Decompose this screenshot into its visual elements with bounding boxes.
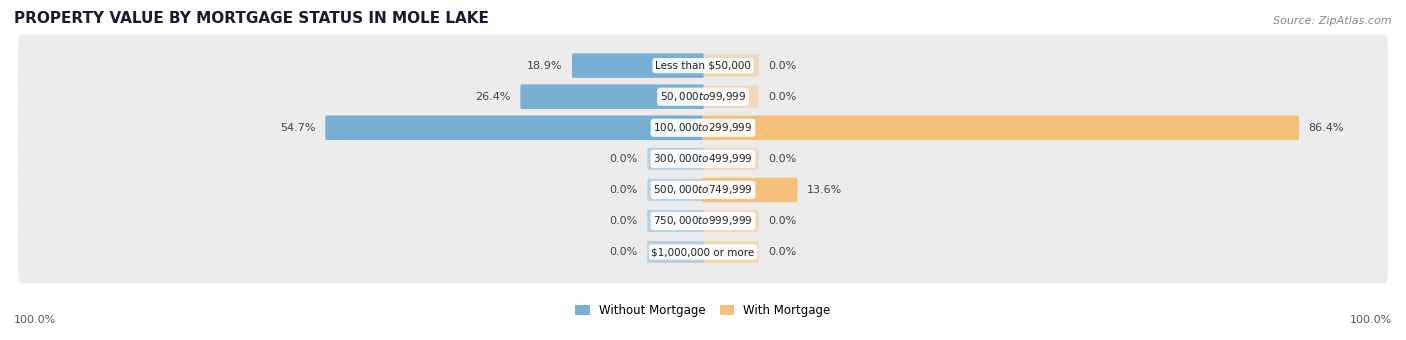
- FancyBboxPatch shape: [18, 97, 1388, 159]
- FancyBboxPatch shape: [18, 221, 1388, 283]
- FancyBboxPatch shape: [703, 86, 759, 108]
- FancyBboxPatch shape: [647, 241, 703, 263]
- Text: 0.0%: 0.0%: [769, 92, 797, 102]
- FancyBboxPatch shape: [703, 148, 759, 170]
- Text: 18.9%: 18.9%: [527, 61, 562, 71]
- Text: 0.0%: 0.0%: [769, 216, 797, 226]
- FancyBboxPatch shape: [703, 241, 759, 263]
- FancyBboxPatch shape: [647, 210, 703, 232]
- Text: $100,000 to $299,999: $100,000 to $299,999: [654, 121, 752, 134]
- Text: $750,000 to $999,999: $750,000 to $999,999: [654, 215, 752, 227]
- FancyBboxPatch shape: [647, 179, 703, 201]
- Text: $500,000 to $749,999: $500,000 to $749,999: [654, 183, 752, 197]
- Text: PROPERTY VALUE BY MORTGAGE STATUS IN MOLE LAKE: PROPERTY VALUE BY MORTGAGE STATUS IN MOL…: [14, 11, 489, 26]
- Text: $300,000 to $499,999: $300,000 to $499,999: [654, 152, 752, 165]
- FancyBboxPatch shape: [18, 128, 1388, 190]
- FancyBboxPatch shape: [520, 84, 704, 109]
- FancyBboxPatch shape: [18, 66, 1388, 128]
- Text: 0.0%: 0.0%: [769, 61, 797, 71]
- Text: 0.0%: 0.0%: [769, 247, 797, 257]
- Text: $50,000 to $99,999: $50,000 to $99,999: [659, 90, 747, 103]
- Text: 0.0%: 0.0%: [609, 216, 637, 226]
- Text: Less than $50,000: Less than $50,000: [655, 61, 751, 71]
- FancyBboxPatch shape: [647, 148, 703, 170]
- Text: 0.0%: 0.0%: [609, 247, 637, 257]
- FancyBboxPatch shape: [325, 116, 704, 140]
- FancyBboxPatch shape: [18, 159, 1388, 221]
- FancyBboxPatch shape: [18, 190, 1388, 252]
- FancyBboxPatch shape: [703, 210, 759, 232]
- Text: 0.0%: 0.0%: [609, 185, 637, 195]
- Text: 100.0%: 100.0%: [14, 315, 56, 325]
- FancyBboxPatch shape: [702, 116, 1299, 140]
- Text: 26.4%: 26.4%: [475, 92, 510, 102]
- Text: 54.7%: 54.7%: [280, 123, 316, 133]
- FancyBboxPatch shape: [702, 177, 797, 202]
- Text: 13.6%: 13.6%: [807, 185, 842, 195]
- Text: $1,000,000 or more: $1,000,000 or more: [651, 247, 755, 257]
- FancyBboxPatch shape: [18, 34, 1388, 97]
- Text: 100.0%: 100.0%: [1350, 315, 1392, 325]
- Text: 0.0%: 0.0%: [769, 154, 797, 164]
- FancyBboxPatch shape: [703, 55, 759, 77]
- FancyBboxPatch shape: [572, 53, 704, 78]
- Text: 0.0%: 0.0%: [609, 154, 637, 164]
- Text: Source: ZipAtlas.com: Source: ZipAtlas.com: [1274, 16, 1392, 26]
- Text: 86.4%: 86.4%: [1309, 123, 1344, 133]
- Legend: Without Mortgage, With Mortgage: Without Mortgage, With Mortgage: [575, 304, 831, 317]
